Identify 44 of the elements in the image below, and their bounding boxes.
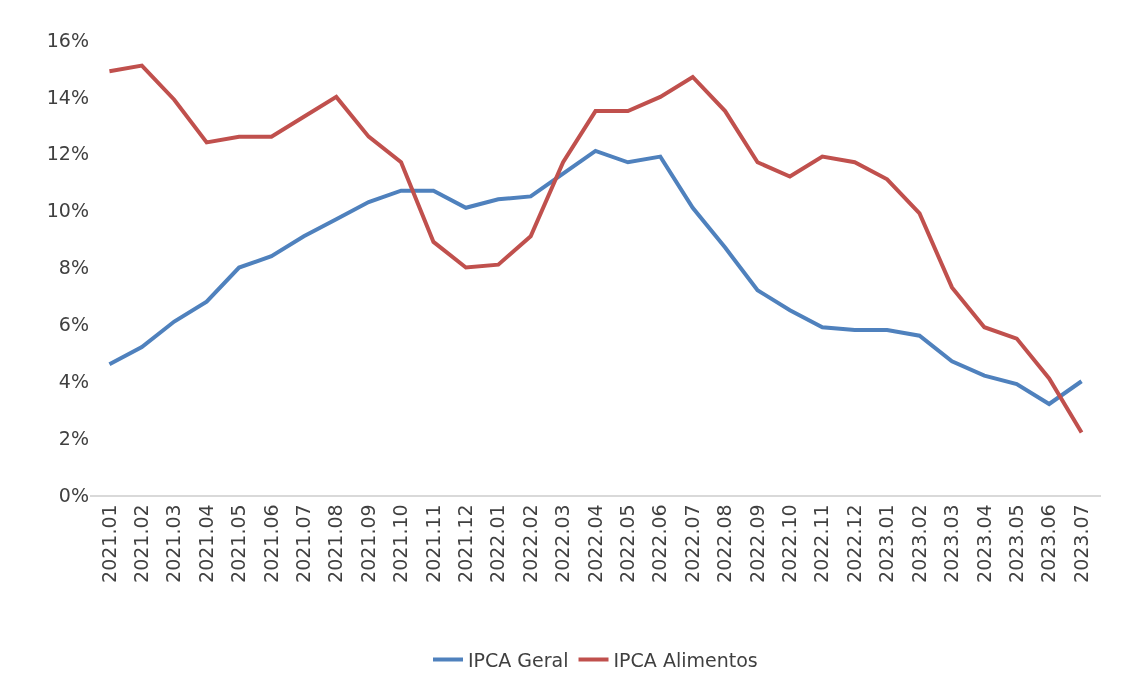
x-tick-label: 2022.05 <box>616 504 639 583</box>
x-tick-label: 2023.06 <box>1037 504 1060 583</box>
y-tick-label: 2% <box>58 426 89 449</box>
x-tick-label: 2022.01 <box>486 504 509 583</box>
y-tick-label: 4% <box>58 369 89 392</box>
x-tick-label: 2021.07 <box>292 504 315 583</box>
x-tick-label: 2021.02 <box>130 504 153 583</box>
y-tick-label: 14% <box>46 85 89 108</box>
x-tick-label: 2021.08 <box>324 504 347 583</box>
x-tick-label: 2022.02 <box>518 504 541 583</box>
x-tick-label: 2021.01 <box>97 504 120 583</box>
legend-label: IPCA Geral <box>468 648 569 671</box>
x-tick-label: 2022.12 <box>842 504 865 583</box>
y-tick-label: 8% <box>58 256 89 279</box>
line-series <box>107 148 1084 406</box>
y-tick-label: 16% <box>46 28 89 51</box>
line-series <box>107 63 1084 435</box>
x-tick-label: 2021.04 <box>194 504 217 583</box>
x-tick-label: 2023.01 <box>875 504 898 583</box>
x-tick-label: 2022.08 <box>713 504 736 583</box>
x-tick-label: 2022.03 <box>551 504 574 583</box>
x-tick-label: 2022.10 <box>778 504 801 583</box>
x-tick-label: 2021.03 <box>162 504 185 583</box>
x-tick-label: 2023.05 <box>1004 504 1027 583</box>
y-tick-label: 10% <box>46 199 89 222</box>
x-tick-label: 2023.03 <box>940 504 963 583</box>
x-tick-label: 2022.07 <box>680 504 703 583</box>
x-tick-label: 2021.05 <box>227 504 250 583</box>
y-tick-label: 6% <box>58 313 89 336</box>
x-tick-label: 2022.04 <box>583 504 606 583</box>
x-tick-label: 2021.06 <box>259 504 282 583</box>
x-tick-label: 2022.06 <box>648 504 671 583</box>
x-tick-label: 2021.12 <box>454 504 477 583</box>
y-tick-label: 0% <box>58 483 89 506</box>
x-tick-label: 2023.04 <box>972 504 995 583</box>
legend-label: IPCA Alimentos <box>613 648 758 671</box>
x-tick-label: 2023.02 <box>907 504 930 583</box>
x-tick-label: 2021.11 <box>421 504 444 583</box>
x-tick-label: 2021.10 <box>389 504 412 583</box>
x-tick-label: 2022.11 <box>810 504 833 583</box>
x-tick-label: 2021.09 <box>356 504 379 583</box>
x-tick-label: 2022.09 <box>745 504 768 583</box>
y-tick-label: 12% <box>46 142 89 165</box>
x-tick-label: 2023.07 <box>1069 504 1092 583</box>
